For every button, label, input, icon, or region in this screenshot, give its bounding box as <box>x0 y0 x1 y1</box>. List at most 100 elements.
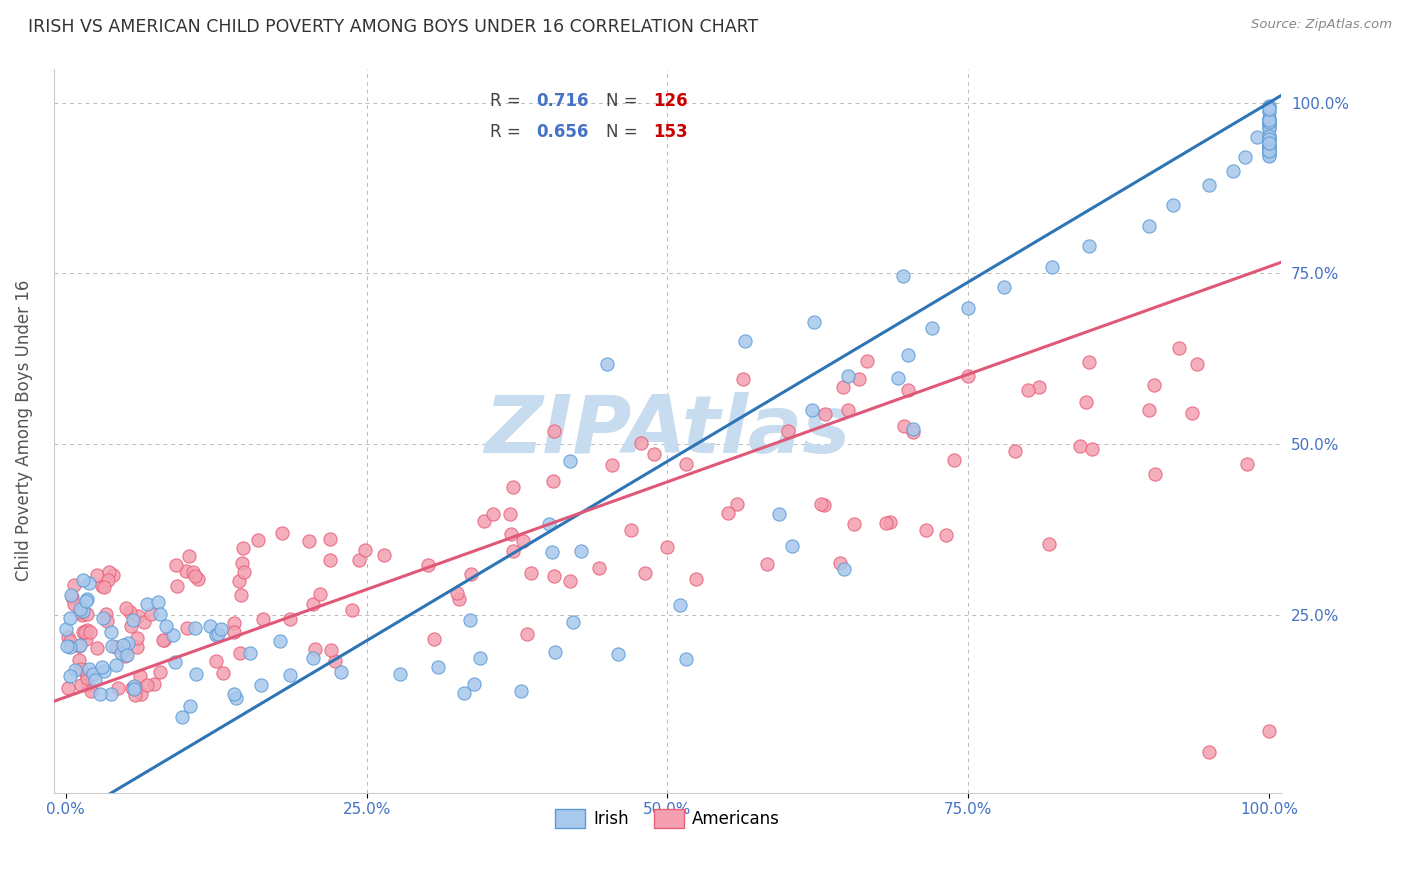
Point <box>76 623 98 637</box>
Point <box>897 383 920 397</box>
Point <box>1258 137 1281 152</box>
Point <box>82 666 104 681</box>
Point <box>837 403 859 417</box>
Point <box>347 553 370 567</box>
Point <box>543 569 565 583</box>
Point <box>1137 403 1160 417</box>
Point <box>309 587 332 601</box>
Point <box>118 605 141 619</box>
Point <box>141 607 163 621</box>
Point <box>800 403 823 417</box>
Point <box>101 640 124 654</box>
Point <box>1074 394 1097 409</box>
Point <box>222 625 245 640</box>
Point <box>957 368 980 383</box>
Point <box>269 634 291 648</box>
Point <box>1258 116 1281 130</box>
Point <box>329 665 352 679</box>
Point <box>252 612 274 626</box>
Point <box>105 657 128 672</box>
Point <box>96 614 118 628</box>
Point <box>69 605 91 619</box>
Point <box>60 590 83 604</box>
Point <box>93 665 115 679</box>
Point <box>115 601 138 615</box>
Point <box>111 638 134 652</box>
Point <box>278 668 301 682</box>
Text: R =: R = <box>489 123 526 141</box>
Point <box>131 687 153 701</box>
Point <box>225 691 247 706</box>
Point <box>520 566 543 580</box>
Point <box>209 623 232 637</box>
Point <box>135 597 157 611</box>
Point <box>782 539 804 553</box>
Point <box>222 615 245 630</box>
Point <box>1258 111 1281 125</box>
Point <box>83 673 105 688</box>
Point <box>231 588 253 602</box>
Point <box>935 528 957 542</box>
Point <box>1077 239 1099 253</box>
Point <box>55 622 77 636</box>
Point <box>669 599 692 613</box>
Point <box>75 632 97 646</box>
Point <box>755 558 778 572</box>
Point <box>1198 178 1220 192</box>
Point <box>725 497 748 511</box>
Point <box>77 576 100 591</box>
Point <box>172 710 194 724</box>
Point <box>231 556 253 570</box>
Point <box>1004 443 1026 458</box>
Point <box>512 534 534 549</box>
Point <box>388 666 411 681</box>
Point <box>1258 103 1281 117</box>
Point <box>212 666 235 681</box>
Point <box>125 640 148 654</box>
Point <box>121 613 143 627</box>
Point <box>1143 378 1166 392</box>
Point <box>1258 144 1281 158</box>
Point <box>59 588 82 602</box>
Point <box>810 497 832 511</box>
Point <box>569 544 592 558</box>
Point <box>76 591 98 606</box>
Point <box>86 567 108 582</box>
Point <box>831 380 853 394</box>
Point <box>596 357 619 371</box>
Point <box>1198 745 1220 759</box>
Point <box>229 647 252 661</box>
Point <box>1038 537 1060 551</box>
Point <box>75 593 97 607</box>
Point <box>856 354 879 368</box>
Point <box>89 687 111 701</box>
Point <box>302 597 325 611</box>
Point <box>184 621 207 635</box>
Point <box>427 660 450 674</box>
Point <box>1077 355 1099 369</box>
Point <box>803 315 825 329</box>
Point <box>643 447 665 461</box>
Point <box>993 280 1015 294</box>
Point <box>73 624 96 639</box>
Point <box>70 607 93 622</box>
Point <box>76 671 98 685</box>
Point <box>70 662 93 676</box>
Point <box>222 687 245 701</box>
Point <box>423 632 446 647</box>
Point <box>453 686 475 700</box>
Text: Source: ZipAtlas.com: Source: ZipAtlas.com <box>1251 18 1392 31</box>
Point <box>76 677 98 691</box>
Point <box>165 558 187 573</box>
Point <box>152 632 174 647</box>
Point <box>232 565 254 579</box>
Point <box>127 608 149 623</box>
Point <box>1181 406 1204 420</box>
Point <box>373 549 395 563</box>
Point <box>1246 129 1268 144</box>
Point <box>124 688 146 702</box>
Point <box>110 646 132 660</box>
Point <box>1028 380 1050 394</box>
Point <box>56 639 79 653</box>
Text: N =: N = <box>606 123 643 141</box>
